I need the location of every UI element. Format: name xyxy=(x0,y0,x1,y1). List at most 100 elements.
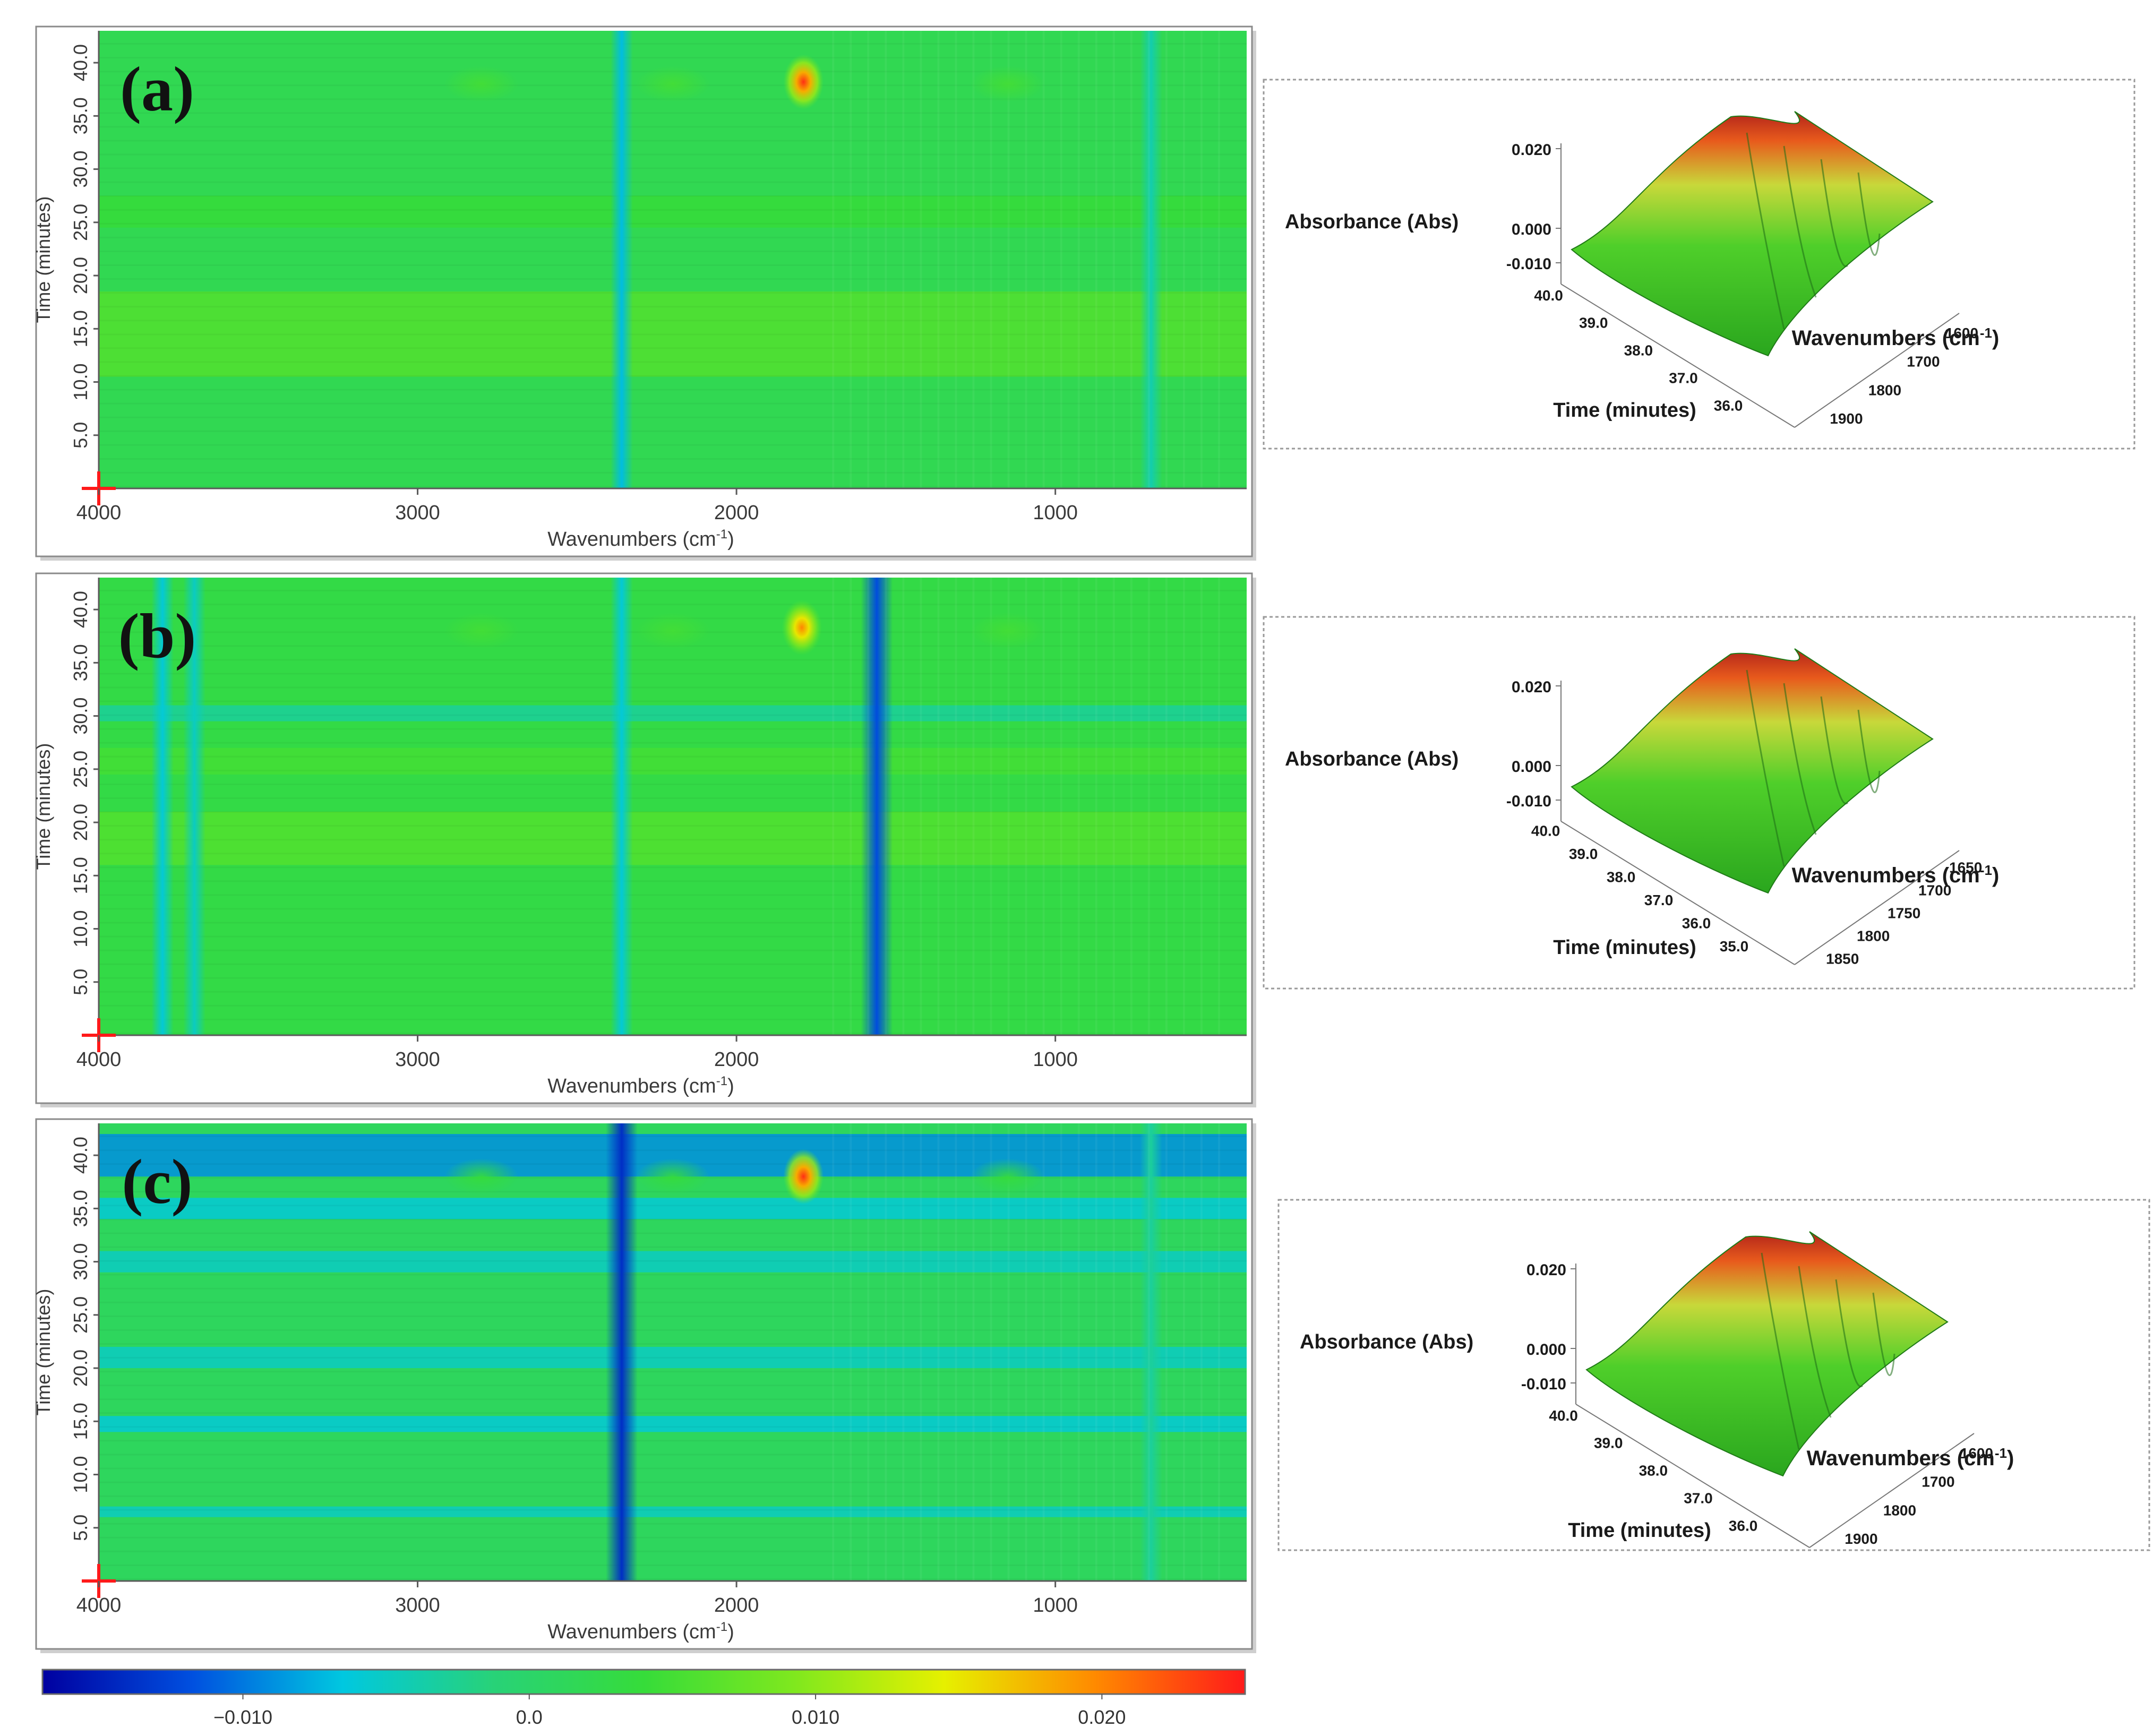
heatmap-col-texture xyxy=(990,31,992,488)
heatmap-row-texture xyxy=(99,1205,1247,1206)
heatmap-row-texture xyxy=(99,375,1247,377)
heatmap-hotspot xyxy=(970,613,1045,649)
heatmap-row-texture xyxy=(99,1218,1247,1220)
heatmap-row-texture xyxy=(99,770,1247,771)
heatmap-panel-0: 4000 3000 2000 1000 5.0 10.0 15.0 20.0 25.0 30.0 3… xyxy=(32,25,1256,561)
heatmap-col-texture xyxy=(937,31,940,488)
time-axis-line xyxy=(1560,283,1795,428)
heatmap-row-texture xyxy=(99,1033,1247,1034)
surface-mesh xyxy=(1571,648,1934,894)
heatmap-band xyxy=(610,31,633,488)
heatmap-row-texture xyxy=(99,1232,1247,1234)
y-tick-label: 10.0 xyxy=(70,910,91,947)
heatmap-row-texture xyxy=(99,1385,1247,1386)
x-tick-label: 3000 xyxy=(395,1594,440,1617)
heatmap-row-texture xyxy=(99,715,1247,716)
heatmap-col-texture xyxy=(1060,31,1062,488)
wn-axis-line xyxy=(1809,1433,1975,1548)
wn-tick-label: 1600 xyxy=(1960,1445,1993,1462)
heatmap-col-texture xyxy=(1200,1123,1203,1581)
heatmap-row-texture xyxy=(99,126,1247,127)
heatmap-col-texture xyxy=(1077,1123,1080,1581)
heatmap-hotspot xyxy=(444,66,519,102)
wn-axis-title: Wavenumbers (cm-1) xyxy=(1792,862,2000,887)
x-tick-label: 4000 xyxy=(76,502,122,524)
heatmap-row-texture xyxy=(99,728,1247,730)
heatmap-stripe xyxy=(99,1198,1247,1219)
y-axis-title: Time (minutes) xyxy=(32,743,54,870)
wn-tick-label: 1800 xyxy=(1857,928,1890,944)
y-tick-label: 5.0 xyxy=(70,1515,91,1541)
heatmap-band xyxy=(183,578,206,1035)
y-tick-label: 20.0 xyxy=(70,804,91,841)
heatmap-col-texture xyxy=(1200,578,1203,1035)
heatmap-row-texture xyxy=(99,292,1247,294)
heatmap-row-texture xyxy=(99,444,1247,446)
heatmap-col-texture xyxy=(1025,1123,1027,1581)
heatmap-row-texture xyxy=(99,43,1247,45)
x-tick-label: 3000 xyxy=(395,1049,440,1071)
heatmap-panel-2: 4000 3000 2000 1000 5.0 10.0 15.0 20.0 25.0 30.0 3… xyxy=(32,1118,1256,1653)
heatmap-hotspot xyxy=(636,66,710,102)
heatmap-panel-1: 4000 3000 2000 1000 5.0 10.0 15.0 20.0 25.0 30.0 3… xyxy=(32,572,1256,1107)
surface-inset-1: 0.020 0.000 -0.010 Absorbance (Abs) 40.0 39.0… xyxy=(1263,616,2135,990)
colorbar-tick-label: 0.0 xyxy=(516,1706,543,1728)
heatmap-col-texture xyxy=(1217,31,1220,488)
heatmap-col-texture xyxy=(1147,578,1150,1035)
time-axis-title: Time (minutes) xyxy=(1553,399,1696,422)
heatmap-row-texture xyxy=(99,1316,1247,1317)
y-axis-title: Time (minutes) xyxy=(32,196,54,323)
heatmap-row-texture xyxy=(99,1005,1247,1007)
surface-ridge xyxy=(1798,1266,1832,1418)
colorbar-tick-label: 0.020 xyxy=(1078,1706,1126,1728)
x-tick-label: 2000 xyxy=(714,502,759,524)
z-axis-title: Absorbance (Abs) xyxy=(1285,748,1459,770)
z-tick-label: -0.010 xyxy=(1506,793,1551,810)
heatmap-row-texture xyxy=(99,1343,1247,1345)
heatmap-row-texture xyxy=(99,306,1247,307)
heatmap-row-texture xyxy=(99,320,1247,321)
z-tick-label: 0.000 xyxy=(1526,1341,1566,1359)
heatmap-col-texture xyxy=(972,578,975,1035)
heatmap-row-texture xyxy=(99,811,1247,813)
heatmap-plot xyxy=(99,31,1247,488)
y-tick-label: 40.0 xyxy=(70,591,91,628)
panel-label: (b) xyxy=(118,600,196,671)
wn-axis-title: Wavenumbers (cm-1) xyxy=(1792,325,2000,350)
heatmap-col-texture xyxy=(1077,31,1080,488)
heatmap-row-texture xyxy=(99,1578,1247,1580)
heatmap-stripe xyxy=(99,195,1247,228)
heatmap-col-texture xyxy=(867,578,870,1035)
heatmap-col-texture xyxy=(937,1123,940,1581)
heatmap-row-texture xyxy=(99,347,1247,349)
wn-tick-label: 1800 xyxy=(1883,1502,1916,1518)
heatmap-col-texture xyxy=(1147,1123,1150,1581)
heatmap-col-texture xyxy=(1182,578,1185,1035)
heatmap-band xyxy=(605,1123,638,1581)
heatmap-row-texture xyxy=(99,1523,1247,1525)
heatmap-row-texture xyxy=(99,251,1247,252)
surface-mesh xyxy=(1585,1231,1949,1477)
time-axis-line xyxy=(1560,821,1795,965)
heatmap-col-texture xyxy=(972,1123,975,1581)
heatmap-band xyxy=(861,578,893,1035)
time-tick-label: 39.0 xyxy=(1579,315,1608,331)
heatmap-col-texture xyxy=(972,31,975,488)
heatmap-col-texture xyxy=(1165,578,1168,1035)
heatmap-col-texture xyxy=(885,1123,887,1581)
heatmap-col-texture xyxy=(990,578,992,1035)
heatmap-row-texture xyxy=(99,431,1247,432)
time-tick-label: 40.0 xyxy=(1549,1407,1578,1424)
y-tick-label: 40.0 xyxy=(70,1137,91,1174)
heatmap-row-texture xyxy=(99,1440,1247,1441)
heatmap-row-texture xyxy=(99,742,1247,744)
y-tick-label: 30.0 xyxy=(70,698,91,735)
x-tick-label: 2000 xyxy=(714,1049,759,1071)
heatmap-col-texture xyxy=(1007,1123,1010,1581)
heatmap-col-texture xyxy=(1112,578,1115,1035)
time-tick-label: 36.0 xyxy=(1729,1517,1758,1534)
y-tick-label: 20.0 xyxy=(70,257,91,294)
heatmap-row-texture xyxy=(99,1468,1247,1469)
heatmap-row-texture xyxy=(99,839,1247,840)
y-tick-label: 25.0 xyxy=(70,751,91,788)
